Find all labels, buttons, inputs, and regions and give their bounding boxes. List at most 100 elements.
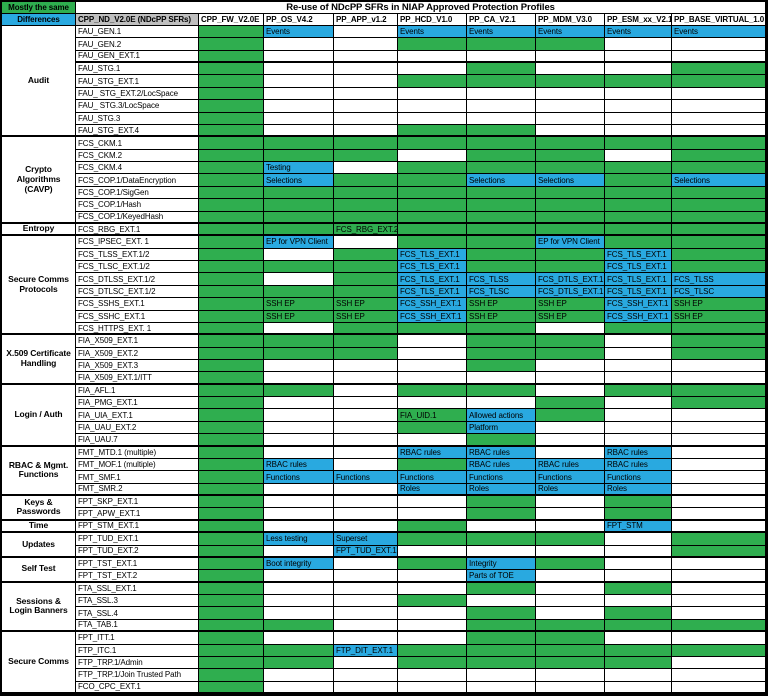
matrix-cell [398, 619, 467, 633]
matrix-cell: Superset [334, 533, 398, 546]
matrix-cell: Roles [398, 483, 467, 497]
matrix-cell [334, 75, 398, 88]
matrix-cell [334, 124, 398, 138]
matrix-cell [672, 372, 766, 385]
matrix-cell [398, 335, 467, 348]
matrix-cell: FCS_SSH_EXT.1 [605, 298, 672, 311]
matrix-cell [672, 409, 766, 422]
matrix-cell [264, 347, 334, 360]
matrix-cell [398, 211, 467, 224]
matrix-cell [264, 446, 334, 459]
sfr-label: FIA_PMG_EXT.1 [76, 397, 199, 410]
matrix-cell [264, 619, 334, 633]
matrix-cell [467, 533, 536, 546]
matrix-cell [334, 162, 398, 175]
matrix-cell: FCS_TLS_EXT.1 [398, 285, 467, 299]
sfr-label: FAU_GEN_EXT.1 [76, 50, 199, 64]
sfr-label: FPT_TUD_EXT.1 [76, 533, 199, 546]
matrix-cell [672, 632, 766, 645]
sfr-label: FCS_DTLSC_EXT.1/2 [76, 285, 199, 299]
matrix-cell [605, 607, 672, 620]
matrix-cell [672, 582, 766, 596]
group-label: Self Test [2, 557, 76, 583]
matrix-cell [199, 310, 264, 323]
matrix-cell [264, 63, 334, 76]
matrix-cell [467, 669, 536, 682]
matrix-cell [536, 149, 605, 163]
sfr-label: FPT_ITT.1 [76, 632, 199, 645]
group-label: X.509 Certificate Handling [2, 335, 76, 385]
matrix-cell [334, 607, 398, 620]
matrix-cell [605, 50, 672, 64]
matrix-cell [672, 75, 766, 88]
matrix-cell [398, 458, 467, 472]
sfr-label: FAU_STG.1 [76, 63, 199, 76]
matrix-cell [536, 75, 605, 88]
matrix-cell [605, 384, 672, 398]
matrix-cell [199, 26, 264, 39]
matrix-cell: Events [536, 26, 605, 39]
matrix-cell: RBAC rules [467, 458, 536, 472]
matrix-cell [199, 223, 264, 237]
matrix-cell [605, 533, 672, 546]
matrix-cell [334, 434, 398, 447]
matrix-cell [605, 162, 672, 175]
matrix-cell [264, 545, 334, 558]
sfr-label: FPT_TUD_EXT.2 [76, 545, 199, 558]
matrix-cell [536, 372, 605, 385]
matrix-cell [672, 211, 766, 224]
matrix-cell [199, 75, 264, 88]
legend-differences: Differences [2, 14, 76, 26]
matrix-cell [672, 87, 766, 101]
matrix-cell [536, 632, 605, 645]
matrix-cell [264, 112, 334, 125]
matrix-cell [199, 632, 264, 645]
group-label: Time [2, 520, 76, 534]
matrix-cell [334, 409, 398, 422]
matrix-cell [398, 557, 467, 571]
matrix-cell [605, 545, 672, 558]
matrix-cell [536, 137, 605, 150]
matrix-cell [199, 124, 264, 138]
matrix-cell [536, 533, 605, 546]
matrix-cell [536, 124, 605, 138]
matrix-cell [467, 347, 536, 360]
matrix-cell [467, 236, 536, 249]
matrix-cell [536, 347, 605, 360]
matrix-cell [605, 582, 672, 596]
matrix-cell: FCS_TLS_EXT.1 [605, 248, 672, 262]
sfr-label: FCS_HTTPS_EXT. 1 [76, 322, 199, 336]
matrix-cell: Integrity [467, 557, 536, 571]
sfr-label: FCS_SSHC_EXT.1 [76, 310, 199, 323]
sfr-label: FMT_SMF.1 [76, 471, 199, 484]
matrix-cell [467, 681, 536, 694]
matrix-cell [605, 644, 672, 657]
matrix-cell [199, 100, 264, 113]
matrix-cell [334, 669, 398, 682]
sfr-label: FTP_TRP.1/Admin [76, 656, 199, 670]
matrix-cell [398, 384, 467, 398]
matrix-cell [199, 372, 264, 385]
matrix-cell [334, 149, 398, 163]
matrix-cell [536, 409, 605, 422]
matrix-cell: SSH EP [672, 310, 766, 323]
matrix-cell [672, 186, 766, 200]
matrix-cell [334, 347, 398, 360]
matrix-cell [199, 681, 264, 694]
matrix-cell [264, 211, 334, 224]
matrix-cell [199, 582, 264, 596]
matrix-cell [398, 75, 467, 88]
matrix-cell [334, 520, 398, 534]
matrix-cell [536, 322, 605, 336]
matrix-cell [334, 557, 398, 571]
matrix-cell [264, 582, 334, 596]
matrix-cell [467, 644, 536, 657]
matrix-cell [264, 570, 334, 583]
matrix-cell [264, 322, 334, 336]
matrix-cell: Events [264, 26, 334, 39]
matrix-cell [605, 669, 672, 682]
sfr-label: FCS_COP.1/DataEncryption [76, 174, 199, 187]
matrix-cell [334, 656, 398, 670]
matrix-cell [536, 384, 605, 398]
matrix-cell [536, 607, 605, 620]
